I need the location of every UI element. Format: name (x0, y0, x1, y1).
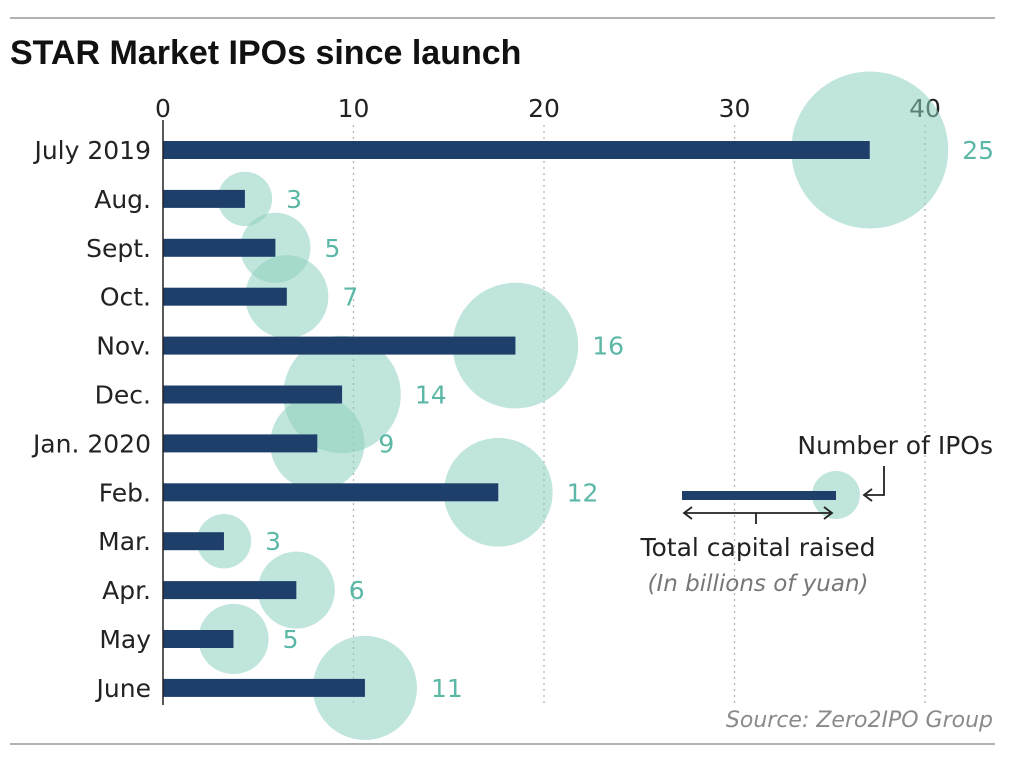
category-label: Feb. (99, 478, 151, 507)
capital-bar (163, 336, 516, 355)
legend-bar-label: Total capital raised (639, 533, 875, 562)
capital-bar (163, 238, 276, 257)
capital-bar (163, 678, 365, 697)
capital-bar (163, 287, 287, 306)
ipo-count-label: 5 (325, 234, 341, 263)
capital-bar (163, 189, 245, 208)
category-label: Nov. (96, 332, 151, 361)
category-label: Oct. (100, 283, 151, 312)
ipo-count-label: 3 (265, 527, 281, 556)
x-tick-label: 0 (155, 94, 171, 123)
category-labels: July 2019 Aug. Sept. Oct. Nov. Dec. Jan. 2020 F… (31, 136, 151, 703)
x-tick-label: 20 (528, 94, 560, 123)
ipo-count-label: 16 (592, 332, 624, 361)
legend-span-left-head (682, 506, 693, 520)
category-label: Mar. (98, 527, 151, 556)
ipo-count-label: 7 (342, 283, 358, 312)
capital-bar (163, 141, 870, 159)
category-label: July 2019 (32, 136, 151, 165)
ipo-count-label: 5 (283, 625, 299, 654)
x-tick-label: 10 (338, 94, 370, 123)
bar-layer (163, 141, 870, 697)
ipo-count-label: 3 (286, 185, 302, 214)
legend-span-right-head (823, 506, 834, 520)
chart-title: STAR Market IPOs since launch (10, 34, 521, 72)
capital-bar (163, 630, 234, 648)
category-label: Sept. (86, 234, 151, 263)
source-note: Source: Zero2IPO Group (726, 708, 993, 733)
ipo-bubble (198, 603, 269, 675)
capital-bar (163, 434, 318, 453)
category-label: June (95, 674, 151, 703)
capital-bar (163, 532, 224, 551)
legend-unit-label: (In billions of yuan) (647, 571, 868, 597)
ipo-count-label: 9 (378, 429, 394, 458)
bubble-layer (196, 71, 949, 740)
ipo-count-label: 11 (431, 674, 463, 703)
category-label: Aug. (94, 185, 151, 214)
legend: Number of IPOs Total capital raised (In … (639, 431, 993, 597)
capital-bar (163, 483, 499, 502)
category-label: May (99, 625, 151, 654)
category-label: Jan. 2020 (31, 429, 151, 458)
ipo-count-label: 14 (415, 381, 447, 410)
capital-bar (163, 581, 297, 600)
x-tick-label: 30 (719, 94, 751, 123)
category-label: Dec. (95, 381, 151, 410)
category-label: Apr. (102, 576, 151, 605)
legend-bubble-label: Number of IPOs (797, 431, 993, 460)
ipo-count-label: 6 (349, 576, 365, 605)
ipo-bubble (196, 514, 252, 569)
capital-bar (163, 385, 343, 404)
legend-pointer (866, 466, 885, 496)
legend-pointer-head (862, 488, 873, 502)
x-axis-ticks: 010203040 (155, 94, 941, 123)
ipo-count-label: 12 (567, 478, 599, 507)
ipo-count-label: 25 (962, 136, 994, 165)
legend-bar (682, 491, 836, 500)
